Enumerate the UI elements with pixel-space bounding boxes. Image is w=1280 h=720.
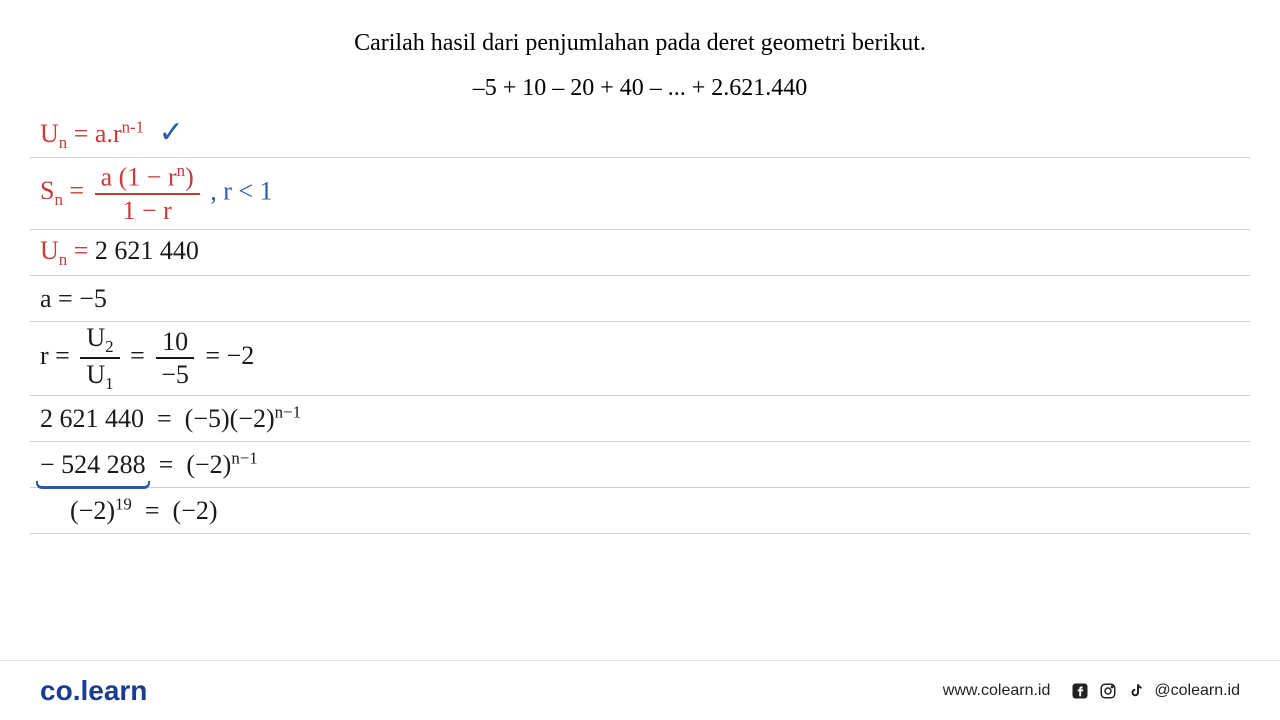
handwritten-content: r = U2U1 = 10−5 = −2 (40, 322, 254, 395)
work-line: r = U2U1 = 10−5 = −2 (30, 322, 1250, 396)
logo-text-1: co (40, 675, 73, 706)
work-line: Sn = a (1 − rn)1 − r , r < 1 (30, 158, 1250, 230)
brand-logo: co.learn (40, 675, 147, 707)
work-line: − 524 288 = (−2)n−1 (30, 442, 1250, 488)
footer: co.learn www.colearn.id @colearn.id (0, 660, 1280, 720)
facebook-icon (1070, 681, 1090, 701)
work-line: a = −5 (30, 276, 1250, 322)
question-area: Carilah hasil dari penjumlahan pada dere… (0, 0, 1280, 112)
website-url: www.colearn.id (943, 682, 1051, 700)
work-line: (−2)19 = (−2) (30, 488, 1250, 534)
handwritten-content: Un = a.rn-1 ✓ (40, 115, 184, 153)
question-equation: –5 + 10 – 20 + 40 – ... + 2.621.440 (40, 75, 1240, 102)
handwritten-content: 2 621 440 = (−5)(−2)n−1 (40, 403, 301, 435)
social-icons: @colearn.id (1070, 681, 1240, 701)
work-line: Un = a.rn-1 ✓ (30, 112, 1250, 158)
handwritten-content: a = −5 (40, 283, 107, 314)
question-instruction: Carilah hasil dari penjumlahan pada dere… (40, 30, 1240, 57)
handwritten-content: − 524 288 = (−2)n−1 (40, 449, 258, 481)
social-handle: @colearn.id (1154, 682, 1240, 700)
handwritten-content: Un = 2 621 440 (40, 235, 199, 270)
work-line: Un = 2 621 440 (30, 230, 1250, 276)
logo-text-2: learn (80, 675, 147, 706)
instagram-icon (1098, 681, 1118, 701)
tiktok-icon (1126, 681, 1146, 701)
handwritten-work-area: Un = a.rn-1 ✓ Sn = a (1 − rn)1 − r , r < … (0, 112, 1280, 534)
work-line: 2 621 440 = (−5)(−2)n−1 (30, 396, 1250, 442)
footer-right: www.colearn.id @colearn.id (943, 681, 1240, 701)
handwritten-content: (−2)19 = (−2) (40, 495, 218, 527)
handwritten-content: Sn = a (1 − rn)1 − r , r < 1 (40, 161, 273, 226)
